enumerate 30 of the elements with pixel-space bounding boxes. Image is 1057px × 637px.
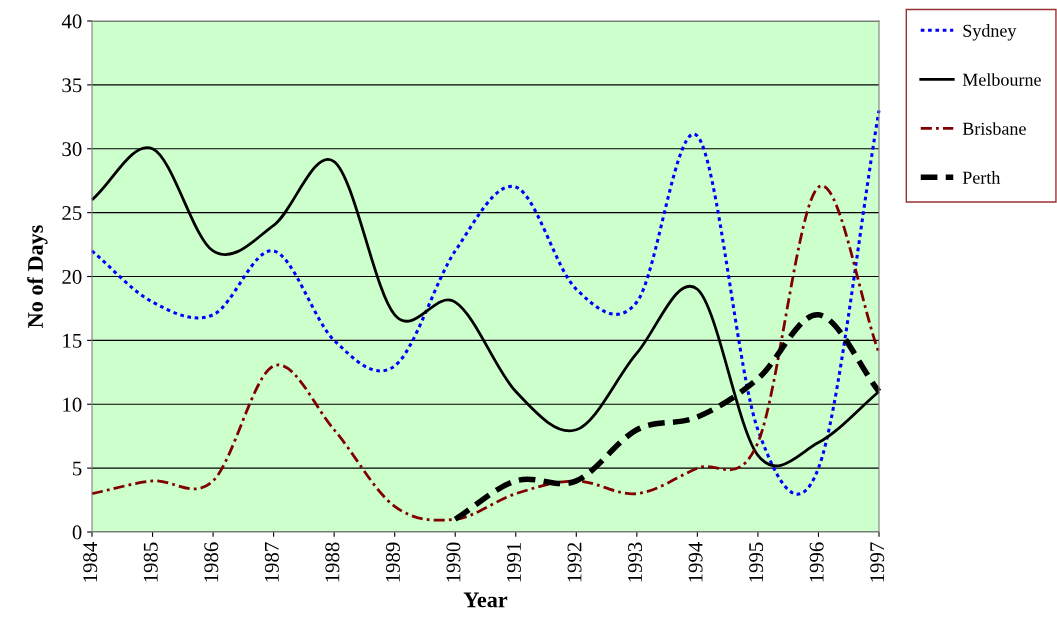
line-series: [90, 185, 881, 522]
x-tick-label: 1991: [506, 542, 521, 582]
legend-label: Perth: [962, 171, 1001, 184]
y-tick-label: 15: [63, 333, 82, 348]
x-tick-label: 1984: [83, 542, 98, 582]
y-tick-label: 20: [62, 269, 82, 284]
x-tick-label: 1986: [204, 542, 219, 582]
legend-label: Brisbane: [962, 122, 1026, 135]
x-tick-label: 1990: [446, 542, 461, 582]
x-tick-label: 1987: [264, 542, 279, 582]
y-tick-label: 40: [61, 14, 82, 29]
y-tick-label: 25: [62, 206, 82, 221]
x-tick-label: 1989: [385, 542, 400, 582]
x-tick-label: 1997: [870, 542, 885, 582]
x-tick-label: 1995: [749, 542, 764, 582]
legend-label: Sydney: [963, 24, 1017, 41]
y-axis-title: No of Days: [27, 225, 48, 328]
y-tick-label: 10: [63, 397, 82, 412]
y-tick-label: 30: [62, 142, 82, 157]
x-tick-label: 1996: [809, 542, 824, 582]
y-tick-label: 35: [62, 78, 82, 93]
x-tick-label: 1992: [567, 542, 582, 582]
legend-label: Melbourne: [962, 73, 1041, 86]
x-axis-title: Year: [463, 592, 508, 608]
x-tick-label: 1988: [325, 542, 340, 582]
y-tick-label: 5: [73, 461, 82, 476]
x-tick-label: 1994: [688, 542, 703, 582]
x-tick-label: 1993: [628, 542, 643, 582]
y-tick-label: 0: [72, 525, 82, 540]
x-tick-label: 1985: [143, 542, 158, 582]
